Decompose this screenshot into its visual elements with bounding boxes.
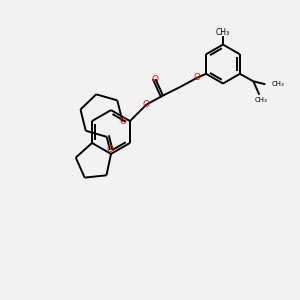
Text: O: O <box>119 117 126 126</box>
Text: O: O <box>106 146 113 154</box>
Text: O: O <box>194 73 201 82</box>
Text: O: O <box>143 100 150 109</box>
Text: CH₃: CH₃ <box>272 81 284 87</box>
Text: O: O <box>152 74 159 83</box>
Text: CH₃: CH₃ <box>254 97 267 103</box>
Text: CH₃: CH₃ <box>216 28 230 37</box>
